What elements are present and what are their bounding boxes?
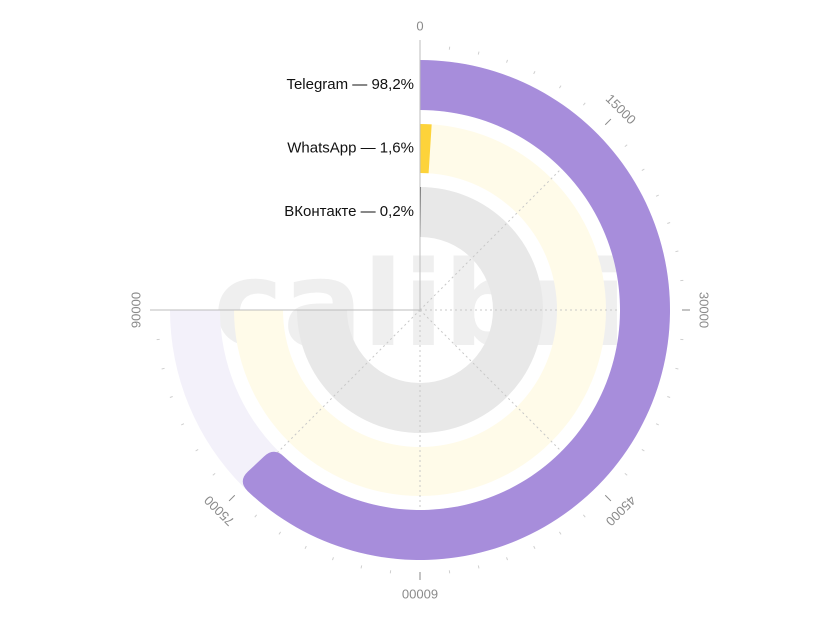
tick-label-0: 0 [416, 18, 423, 33]
bar-whatsapp [420, 124, 432, 174]
tick-mark-36 [212, 472, 216, 476]
tick-mark-25 [506, 557, 508, 561]
grid-line-2 [419, 309, 598, 488]
grid-lines [242, 132, 670, 560]
tick-mark-35 [228, 494, 236, 502]
tick-mark-11 [667, 222, 671, 224]
tick-mark-38 [181, 423, 185, 426]
tick-mark-17 [667, 396, 671, 398]
tick-mark-10 [655, 194, 659, 197]
series-label-вконтакте: ВКонтакте — 0,2% [284, 203, 414, 220]
tick-mark-3 [506, 59, 508, 63]
tick-mark-7 [604, 118, 612, 126]
tick-mark-5 [558, 85, 562, 89]
tick-mark-34 [254, 514, 258, 518]
tick-mark-6 [582, 102, 586, 106]
tick-mark-18 [655, 423, 659, 426]
tick-mark-30 [360, 565, 363, 569]
tick-mark-37 [195, 448, 199, 452]
tick-mark-31 [332, 557, 334, 561]
bar-telegram [242, 60, 671, 560]
tick-mark-26 [477, 565, 480, 569]
minor-ticks [150, 40, 690, 580]
tick-label-4: 60000 [402, 587, 438, 602]
tick-mark-40 [161, 367, 165, 370]
tick-mark-21 [604, 494, 612, 502]
tick-mark-32 [304, 545, 307, 549]
series-label-telegram: Telegram — 98,2% [286, 76, 414, 93]
tick-mark-16 [675, 367, 679, 370]
series-label-whatsapp: WhatsApp — 1,6% [287, 139, 414, 156]
grid-line-0 [419, 132, 598, 311]
axis-lines [150, 40, 421, 311]
tick-mark-19 [641, 448, 645, 452]
tick-mark-39 [169, 396, 173, 398]
tick-mark-12 [675, 250, 679, 253]
grid-line-4 [242, 309, 421, 488]
tick-mark-8 [624, 144, 628, 148]
tick-mark-23 [558, 531, 562, 535]
tick-mark-20 [624, 472, 628, 476]
tick-mark-2 [477, 51, 480, 55]
tick-mark-9 [641, 168, 645, 172]
tick-mark-4 [533, 71, 536, 75]
tick-label-6: 90000 [128, 292, 143, 328]
tick-label-2: 30000 [697, 292, 712, 328]
series-labels: Telegram — 98,2% WhatsApp — 1,6% ВКонтакте… [284, 76, 414, 220]
tick-mark-22 [582, 514, 586, 518]
tick-mark-33 [278, 531, 282, 535]
tick-mark-24 [533, 545, 536, 549]
